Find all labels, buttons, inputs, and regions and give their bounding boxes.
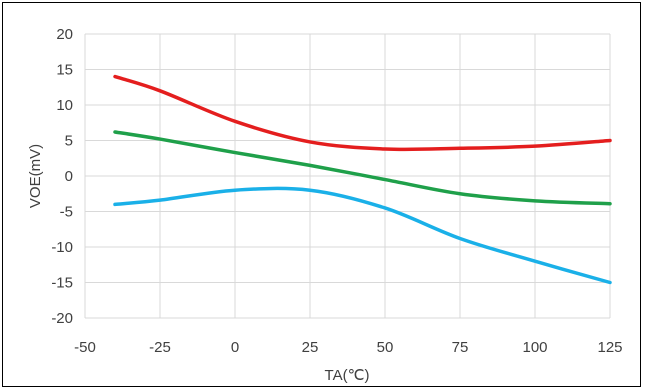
y-tick-label: -10 xyxy=(51,239,73,256)
series-layer xyxy=(113,74,612,285)
y-tick-label: 20 xyxy=(56,26,73,43)
x-tick-label: 25 xyxy=(302,339,319,356)
x-axis-title: TA(℃) xyxy=(325,367,370,384)
x-tick-label: 125 xyxy=(597,339,622,356)
y-tick-label: 15 xyxy=(56,62,73,79)
series-line-3 xyxy=(113,186,612,285)
y-axis-title: VOE(mV) xyxy=(27,144,44,208)
grid-lines xyxy=(84,33,611,319)
y-tick-label: -15 xyxy=(51,275,73,292)
series-line-1 xyxy=(113,74,612,152)
y-tick-label: 5 xyxy=(65,133,73,150)
y-tick-label: 10 xyxy=(56,97,73,114)
x-tick-labels: -50 -25 0 25 50 75 100 125 xyxy=(74,339,622,356)
x-tick-label: 0 xyxy=(231,339,239,356)
x-tick-label: 100 xyxy=(522,339,547,356)
x-tick-label: 75 xyxy=(452,339,469,356)
y-tick-label: -20 xyxy=(51,310,73,327)
y-tick-label: 0 xyxy=(65,168,73,185)
x-tick-label: 50 xyxy=(377,339,394,356)
y-tick-labels: 20 15 10 5 0 -5 -10 -15 -20 xyxy=(51,26,73,327)
x-tick-label: -25 xyxy=(149,339,171,356)
series-line-2 xyxy=(113,130,612,206)
y-tick-label: -5 xyxy=(60,204,73,221)
x-tick-label: -50 xyxy=(74,339,96,356)
